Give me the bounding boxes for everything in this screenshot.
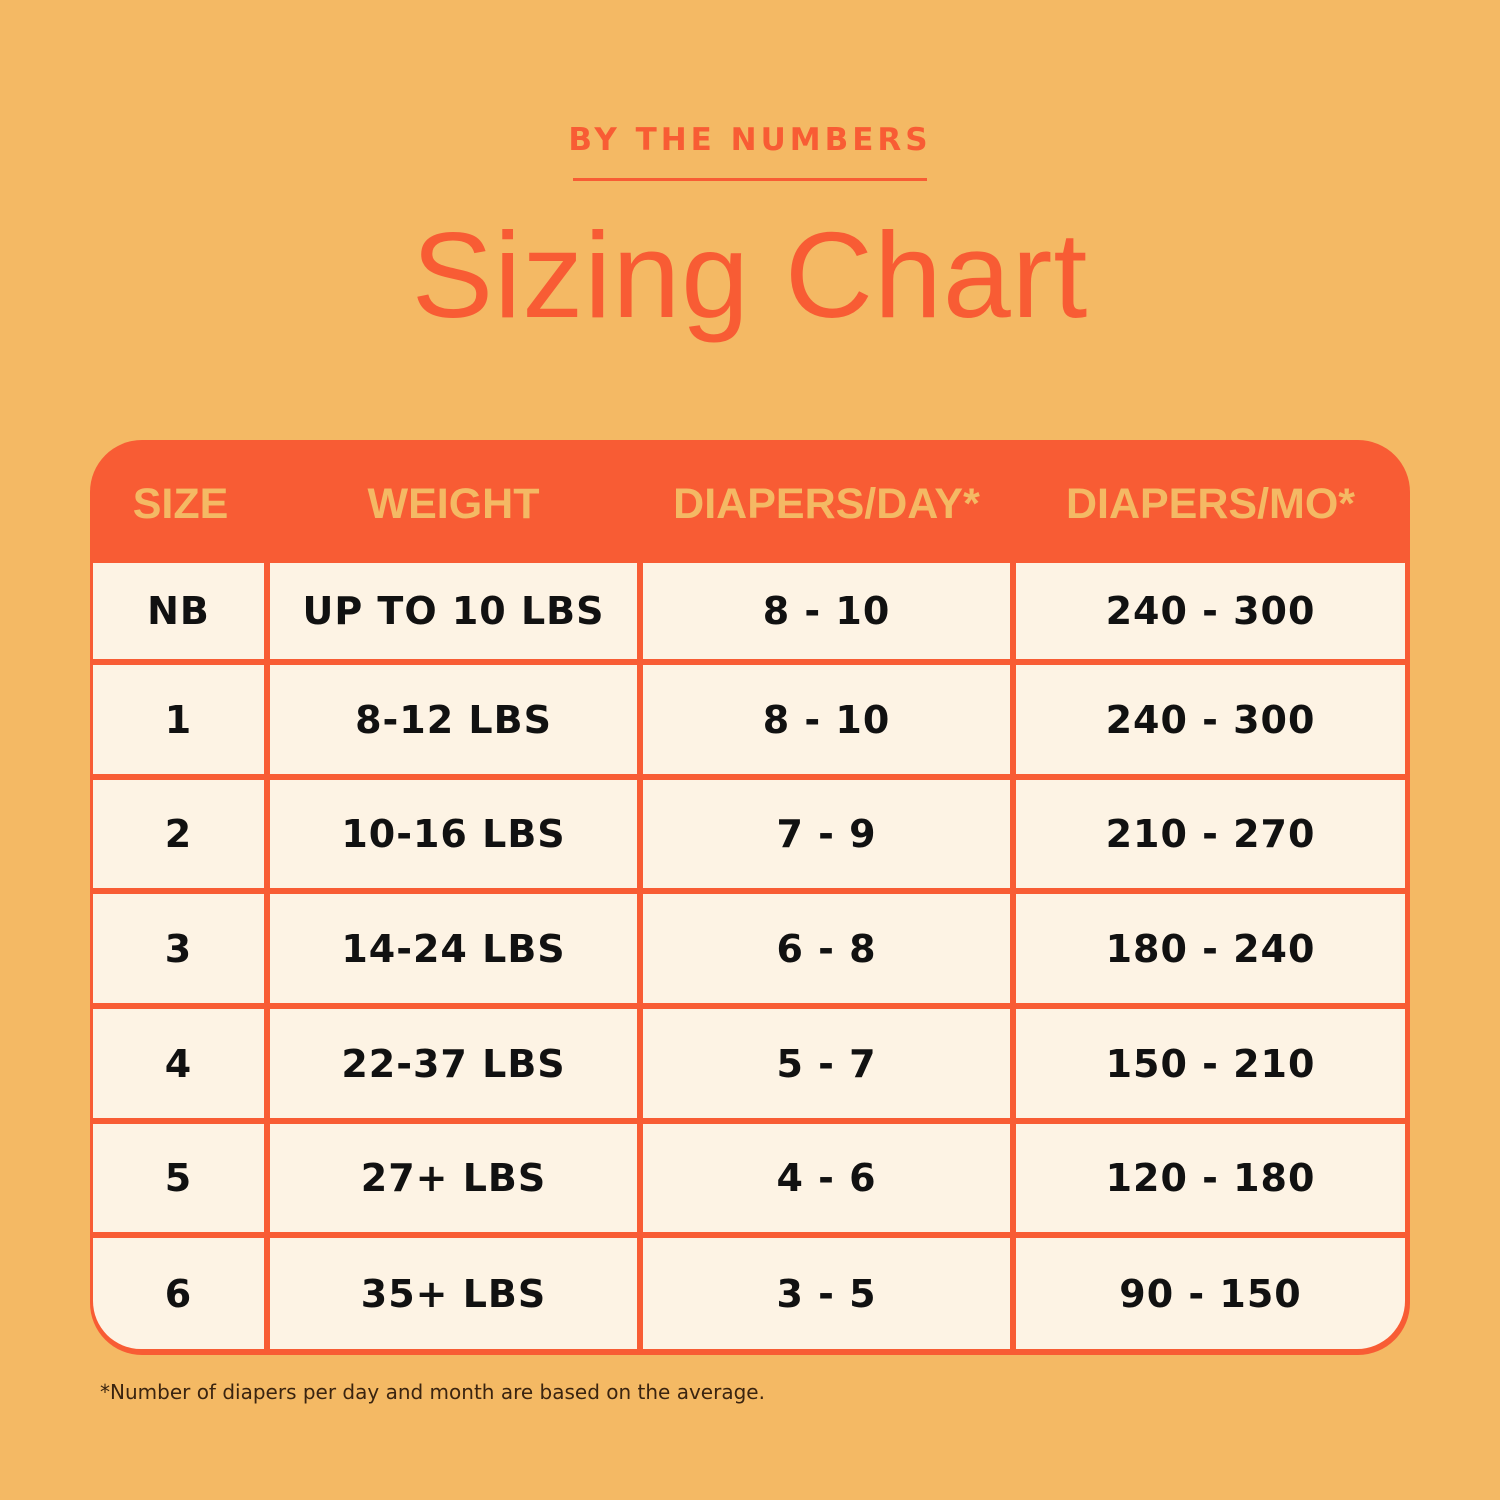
table-cell: 210 - 270 xyxy=(1016,780,1405,888)
table-cell: 90 - 150 xyxy=(1016,1238,1405,1349)
table-cell: 120 - 180 xyxy=(1016,1124,1405,1232)
table-cell: 27+ LBS xyxy=(270,1124,637,1232)
table-cell: 22-37 LBS xyxy=(270,1009,637,1118)
table-cell: 35+ LBS xyxy=(270,1238,637,1349)
table-cell: 240 - 300 xyxy=(1016,563,1405,659)
table-cell: 4 xyxy=(93,1009,264,1118)
table-cell: 7 - 9 xyxy=(643,780,1010,888)
table-cell: 8 - 10 xyxy=(643,665,1010,774)
eyebrow-underline xyxy=(573,178,927,181)
table-cell: 8-12 LBS xyxy=(270,665,637,774)
column-header: DIAPERS/MO* xyxy=(1065,480,1356,528)
table-cell: 14-24 LBS xyxy=(270,894,637,1003)
eyebrow-text: BY THE NUMBERS xyxy=(568,122,932,158)
table-cell: 5 - 7 xyxy=(643,1009,1010,1118)
table-cell: 3 xyxy=(93,894,264,1003)
table-cell: 150 - 210 xyxy=(1016,1009,1405,1118)
sizing-table: SIZE WEIGHT DIAPERS/DAY* DIAPERS/MO* NB UP T… xyxy=(90,440,1410,1355)
table-cell: NB xyxy=(93,563,264,659)
table-cell: UP TO 10 LBS xyxy=(270,563,637,659)
page-title: Sizing Chart xyxy=(411,207,1089,343)
table-cell: 180 - 240 xyxy=(1016,894,1405,1003)
table-cell: 6 xyxy=(93,1238,264,1349)
table-cell: 6 - 8 xyxy=(643,894,1010,1003)
table-cell: 1 xyxy=(93,665,264,774)
table-cell: 4 - 6 xyxy=(643,1124,1010,1232)
table-header-row: SIZE WEIGHT DIAPERS/DAY* DIAPERS/MO* xyxy=(90,440,1410,563)
column-header: WEIGHT xyxy=(367,480,540,528)
table-cell: 3 - 5 xyxy=(643,1238,1010,1349)
column-header: DIAPERS/DAY* xyxy=(673,480,980,528)
table-cell: 5 xyxy=(93,1124,264,1232)
column-header: SIZE xyxy=(132,480,229,528)
footnote: *Number of diapers per day and month are… xyxy=(100,1380,765,1404)
table-cell: 10-16 LBS xyxy=(270,780,637,888)
table-cell: 240 - 300 xyxy=(1016,665,1405,774)
table-cell: 8 - 10 xyxy=(643,563,1010,659)
table-cell: 2 xyxy=(93,780,264,888)
